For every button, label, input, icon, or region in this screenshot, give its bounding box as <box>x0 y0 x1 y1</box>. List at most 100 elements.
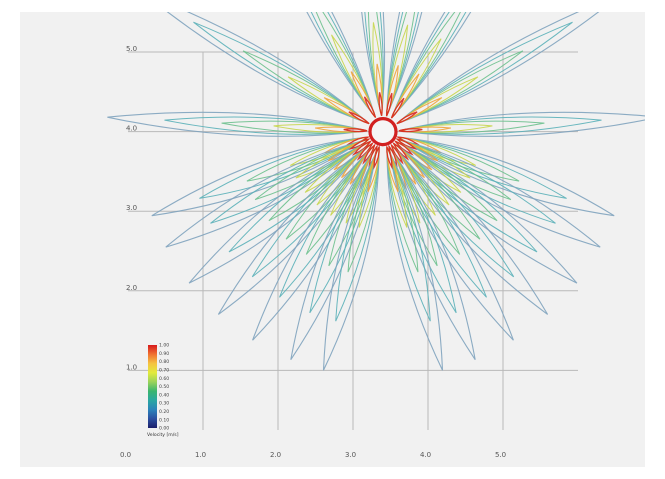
contour-line <box>107 111 368 137</box>
contour-line <box>390 12 472 119</box>
contour-line <box>396 138 601 248</box>
contour-line <box>393 140 414 156</box>
contour-line <box>386 12 423 117</box>
contour-line <box>398 128 423 133</box>
x-tick-label: 5.0 <box>495 451 506 459</box>
contour-line <box>164 116 368 135</box>
contour-lobe <box>396 12 600 125</box>
y-tick-label: 3.0 <box>126 204 137 212</box>
x-tick-label: 4.0 <box>420 451 431 459</box>
contour-line <box>363 96 377 118</box>
obstacle-ring <box>368 116 398 147</box>
contour-line <box>396 21 573 125</box>
x-tick-labels: 0.0 1.0 2.0 3.0 4.0 5.0 <box>120 451 506 459</box>
contour-line <box>390 144 514 341</box>
contour-line <box>391 12 467 119</box>
contour-line <box>343 128 368 133</box>
contour-line <box>388 146 421 224</box>
contour-line <box>388 146 438 267</box>
contour-lobe <box>361 12 386 116</box>
contour-line <box>396 111 418 125</box>
colorbar-tick-label: 0.10 <box>159 417 169 423</box>
contour-line <box>372 22 383 116</box>
contour-line <box>217 143 373 315</box>
contour-line <box>390 143 404 165</box>
contour-line <box>395 138 418 150</box>
contour-line <box>309 146 378 314</box>
contour-line <box>396 76 479 125</box>
contour-line <box>397 136 567 199</box>
velocity-contours <box>107 12 645 371</box>
contour-line <box>373 145 380 170</box>
contour-plot: 0.0 1.0 2.0 3.0 4.0 5.0 1.0 2.0 3.0 4.0 5.0 1.00 0… <box>107 12 645 459</box>
contour-line <box>246 136 369 182</box>
y-tick-label: 2.0 <box>126 284 137 292</box>
contour-line <box>356 141 374 161</box>
contour-line <box>331 34 376 118</box>
colorbar-tick-label: 0.90 <box>159 351 169 357</box>
contour-line <box>310 12 376 118</box>
contour-line <box>193 21 370 125</box>
contour-lobe <box>107 111 368 137</box>
contour-line <box>390 73 420 119</box>
x-tick-label: 1.0 <box>195 451 206 459</box>
y-tick-labels: 1.0 2.0 3.0 4.0 5.0 <box>126 45 137 371</box>
colorbar-tick-label: 1.00 <box>159 343 169 349</box>
y-tick-label: 1.0 <box>126 363 137 371</box>
contour-line <box>345 146 378 224</box>
contour-lobe <box>385 12 423 117</box>
contour-line <box>289 136 369 166</box>
contour-line <box>395 140 578 284</box>
contour-line <box>396 97 443 125</box>
contour-line <box>315 12 376 118</box>
contour-line <box>348 111 370 125</box>
contour-line <box>335 146 380 322</box>
contour-line <box>386 146 419 273</box>
colorbar-title: Velocity [m/s] <box>147 432 179 438</box>
colorbar-ticks: 1.00 0.90 0.80 0.70 0.60 0.50 0.40 0.30 0.20 0.10… <box>159 343 169 432</box>
contour-line <box>322 146 380 371</box>
contour-line <box>290 146 378 361</box>
colorbar-tick-label: 0.70 <box>159 368 169 374</box>
x-tick-label: 2.0 <box>270 451 281 459</box>
contour-lobe <box>166 12 370 125</box>
contour-lobe <box>322 145 380 371</box>
contour-line <box>398 123 493 133</box>
contour-line <box>390 97 405 119</box>
contour-line <box>386 145 393 170</box>
contour-line <box>242 50 370 125</box>
contour-line <box>273 123 368 133</box>
obstacle-circle <box>368 116 398 147</box>
contour-line <box>347 146 380 273</box>
contour-line <box>396 50 524 125</box>
contour-line <box>386 12 416 117</box>
contour-line <box>361 12 386 116</box>
contour-line <box>165 138 370 248</box>
contour-line <box>398 120 545 134</box>
figure-frame: 0.0 1.0 2.0 3.0 4.0 5.0 1.0 2.0 3.0 4.0 5.0 1.00 0… <box>20 12 645 467</box>
colorbar-tick-label: 0.60 <box>159 376 169 382</box>
contour-line <box>397 136 520 182</box>
contour-line <box>287 76 370 125</box>
contour-line <box>221 120 368 134</box>
colorbar-gradient <box>148 345 157 428</box>
contour-line <box>385 92 393 117</box>
contour-line <box>350 71 377 118</box>
contour-line <box>352 140 373 156</box>
y-tick-label: 4.0 <box>126 125 137 133</box>
contour-line <box>386 146 444 371</box>
contour-line <box>388 146 476 361</box>
y-tick-label: 5.0 <box>126 45 137 53</box>
contour-line <box>199 136 369 199</box>
contour-line <box>328 146 378 267</box>
colorbar-tick-label: 0.50 <box>159 384 169 390</box>
contour-line <box>364 12 384 116</box>
contour-line <box>252 144 376 341</box>
contour-line <box>388 146 457 314</box>
contour-line <box>188 140 371 284</box>
colorbar-tick-label: 0.40 <box>159 392 169 398</box>
contour-line <box>397 136 615 217</box>
contour-line <box>392 141 410 161</box>
contour-line <box>386 146 408 228</box>
contour-line <box>378 92 383 116</box>
